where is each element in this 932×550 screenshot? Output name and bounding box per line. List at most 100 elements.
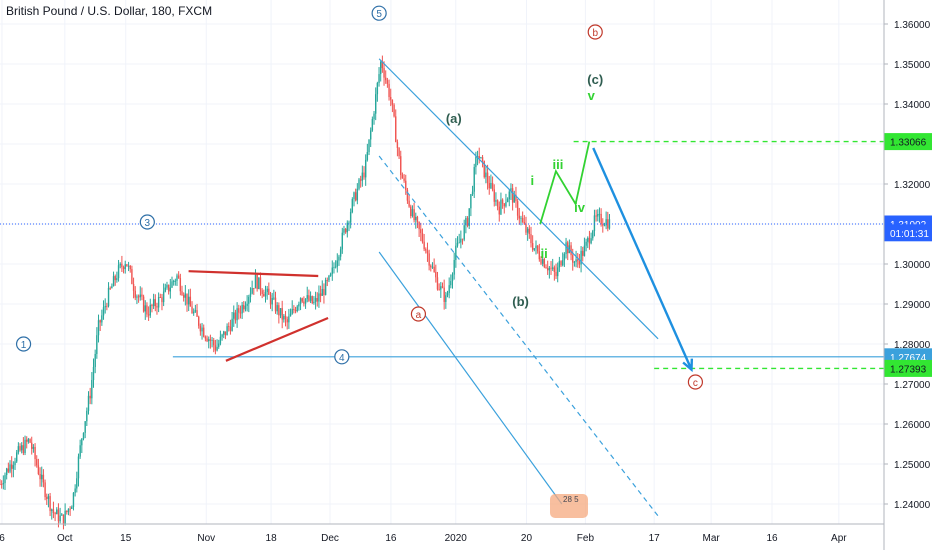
candle-body <box>473 167 475 192</box>
projection-path <box>539 141 591 225</box>
candle-body <box>107 287 110 307</box>
candle-body <box>167 284 170 292</box>
candle-body <box>415 216 417 221</box>
candle-body <box>102 307 105 316</box>
candle-body <box>293 308 295 311</box>
candle-body <box>42 474 45 483</box>
price-tick-label: 1.28000 <box>894 340 931 351</box>
candle-body <box>430 265 432 268</box>
candle-body <box>418 221 420 230</box>
candle-body <box>19 446 21 451</box>
candle-body <box>304 298 307 304</box>
candle-body <box>238 308 240 313</box>
candle-body <box>2 483 5 485</box>
candle-body <box>136 296 138 298</box>
candle-body <box>104 306 106 308</box>
candle-body <box>29 439 31 443</box>
candle-body <box>521 217 524 222</box>
candle-body <box>465 218 467 226</box>
candle-body <box>580 250 582 265</box>
candle-body <box>96 335 98 354</box>
candle-body <box>450 281 452 286</box>
candle-body <box>328 275 330 281</box>
candle-body <box>460 238 462 243</box>
price-axis[interactable]: 1.360001.350001.340001.330001.320001.310… <box>884 20 931 511</box>
candle-body <box>343 228 345 233</box>
candle-body <box>461 238 464 240</box>
candle-body <box>401 174 404 179</box>
candle-body <box>12 465 15 469</box>
candle-body <box>41 474 43 480</box>
candle-body <box>61 514 63 516</box>
candle-body <box>501 199 504 204</box>
candle-body <box>201 327 203 332</box>
candle-body <box>37 465 40 475</box>
candle-body <box>266 288 268 292</box>
time-axis[interactable]: 6 Oct 15 Nov 18 Dec 16 2020 20 Feb 17 Mar 16 Apr <box>0 533 847 544</box>
candle-body <box>46 497 48 499</box>
candle-body <box>548 267 551 271</box>
time-tick-label: Apr <box>831 533 847 544</box>
candle-body <box>388 83 390 97</box>
candle-body <box>543 259 546 268</box>
candle-body <box>289 313 292 317</box>
candle-body <box>226 326 228 336</box>
price-tick-label: 1.30000 <box>894 260 931 271</box>
candle-body <box>244 305 247 310</box>
candle-body <box>446 292 449 296</box>
candle-body <box>496 200 499 207</box>
candle-body <box>600 213 602 225</box>
candle-body <box>121 263 123 268</box>
candle-body <box>196 310 198 317</box>
wave-label: (a) <box>446 111 462 126</box>
candle-body <box>416 216 419 222</box>
candle-body <box>263 293 265 297</box>
candle-body <box>386 80 389 84</box>
chart-title: British Pound / U.S. Dollar, 180, FXCM <box>6 4 213 18</box>
candle-body <box>203 327 205 337</box>
candle-body <box>592 230 594 239</box>
candle-body <box>258 277 260 289</box>
channel-middle <box>378 155 659 517</box>
time-tick-label: Feb <box>577 533 595 544</box>
wave-label: (c) <box>587 72 603 87</box>
triangle-bottom <box>225 316 329 362</box>
candle-body <box>498 206 500 215</box>
candle-body <box>154 299 156 307</box>
candle-body <box>279 308 282 316</box>
candle-body <box>359 179 362 181</box>
candle-body <box>229 326 232 331</box>
candle-body <box>182 295 185 298</box>
candle-body <box>435 271 437 278</box>
candle-body <box>433 266 435 272</box>
candle-body <box>189 296 192 307</box>
candle-body <box>495 200 497 202</box>
candle-body <box>259 277 262 291</box>
candle-body <box>451 274 454 282</box>
candle-body <box>97 320 100 336</box>
candle-body <box>0 484 3 485</box>
candle-body <box>490 182 492 189</box>
candle-body <box>146 305 148 315</box>
candle-body <box>470 194 472 209</box>
price-tick-label: 1.32000 <box>894 180 931 191</box>
candle-body <box>86 410 88 422</box>
wave-label: ii <box>541 246 548 261</box>
candle-body <box>570 245 572 256</box>
candle-body <box>169 287 172 292</box>
candle-body <box>299 298 302 305</box>
candle-body <box>179 278 182 292</box>
time-tick-label: 17 <box>649 533 661 544</box>
candle-body <box>595 215 597 217</box>
candle-body <box>535 245 537 249</box>
price-tick-label: 1.34000 <box>894 100 931 111</box>
candle-body <box>366 152 369 160</box>
candle-body <box>253 288 255 289</box>
candle-body <box>463 225 465 240</box>
time-tick-label: 16 <box>766 533 778 544</box>
channel-lower <box>378 251 563 505</box>
candle-body <box>106 306 108 307</box>
candle-body <box>223 331 225 335</box>
candle-body <box>593 215 596 231</box>
